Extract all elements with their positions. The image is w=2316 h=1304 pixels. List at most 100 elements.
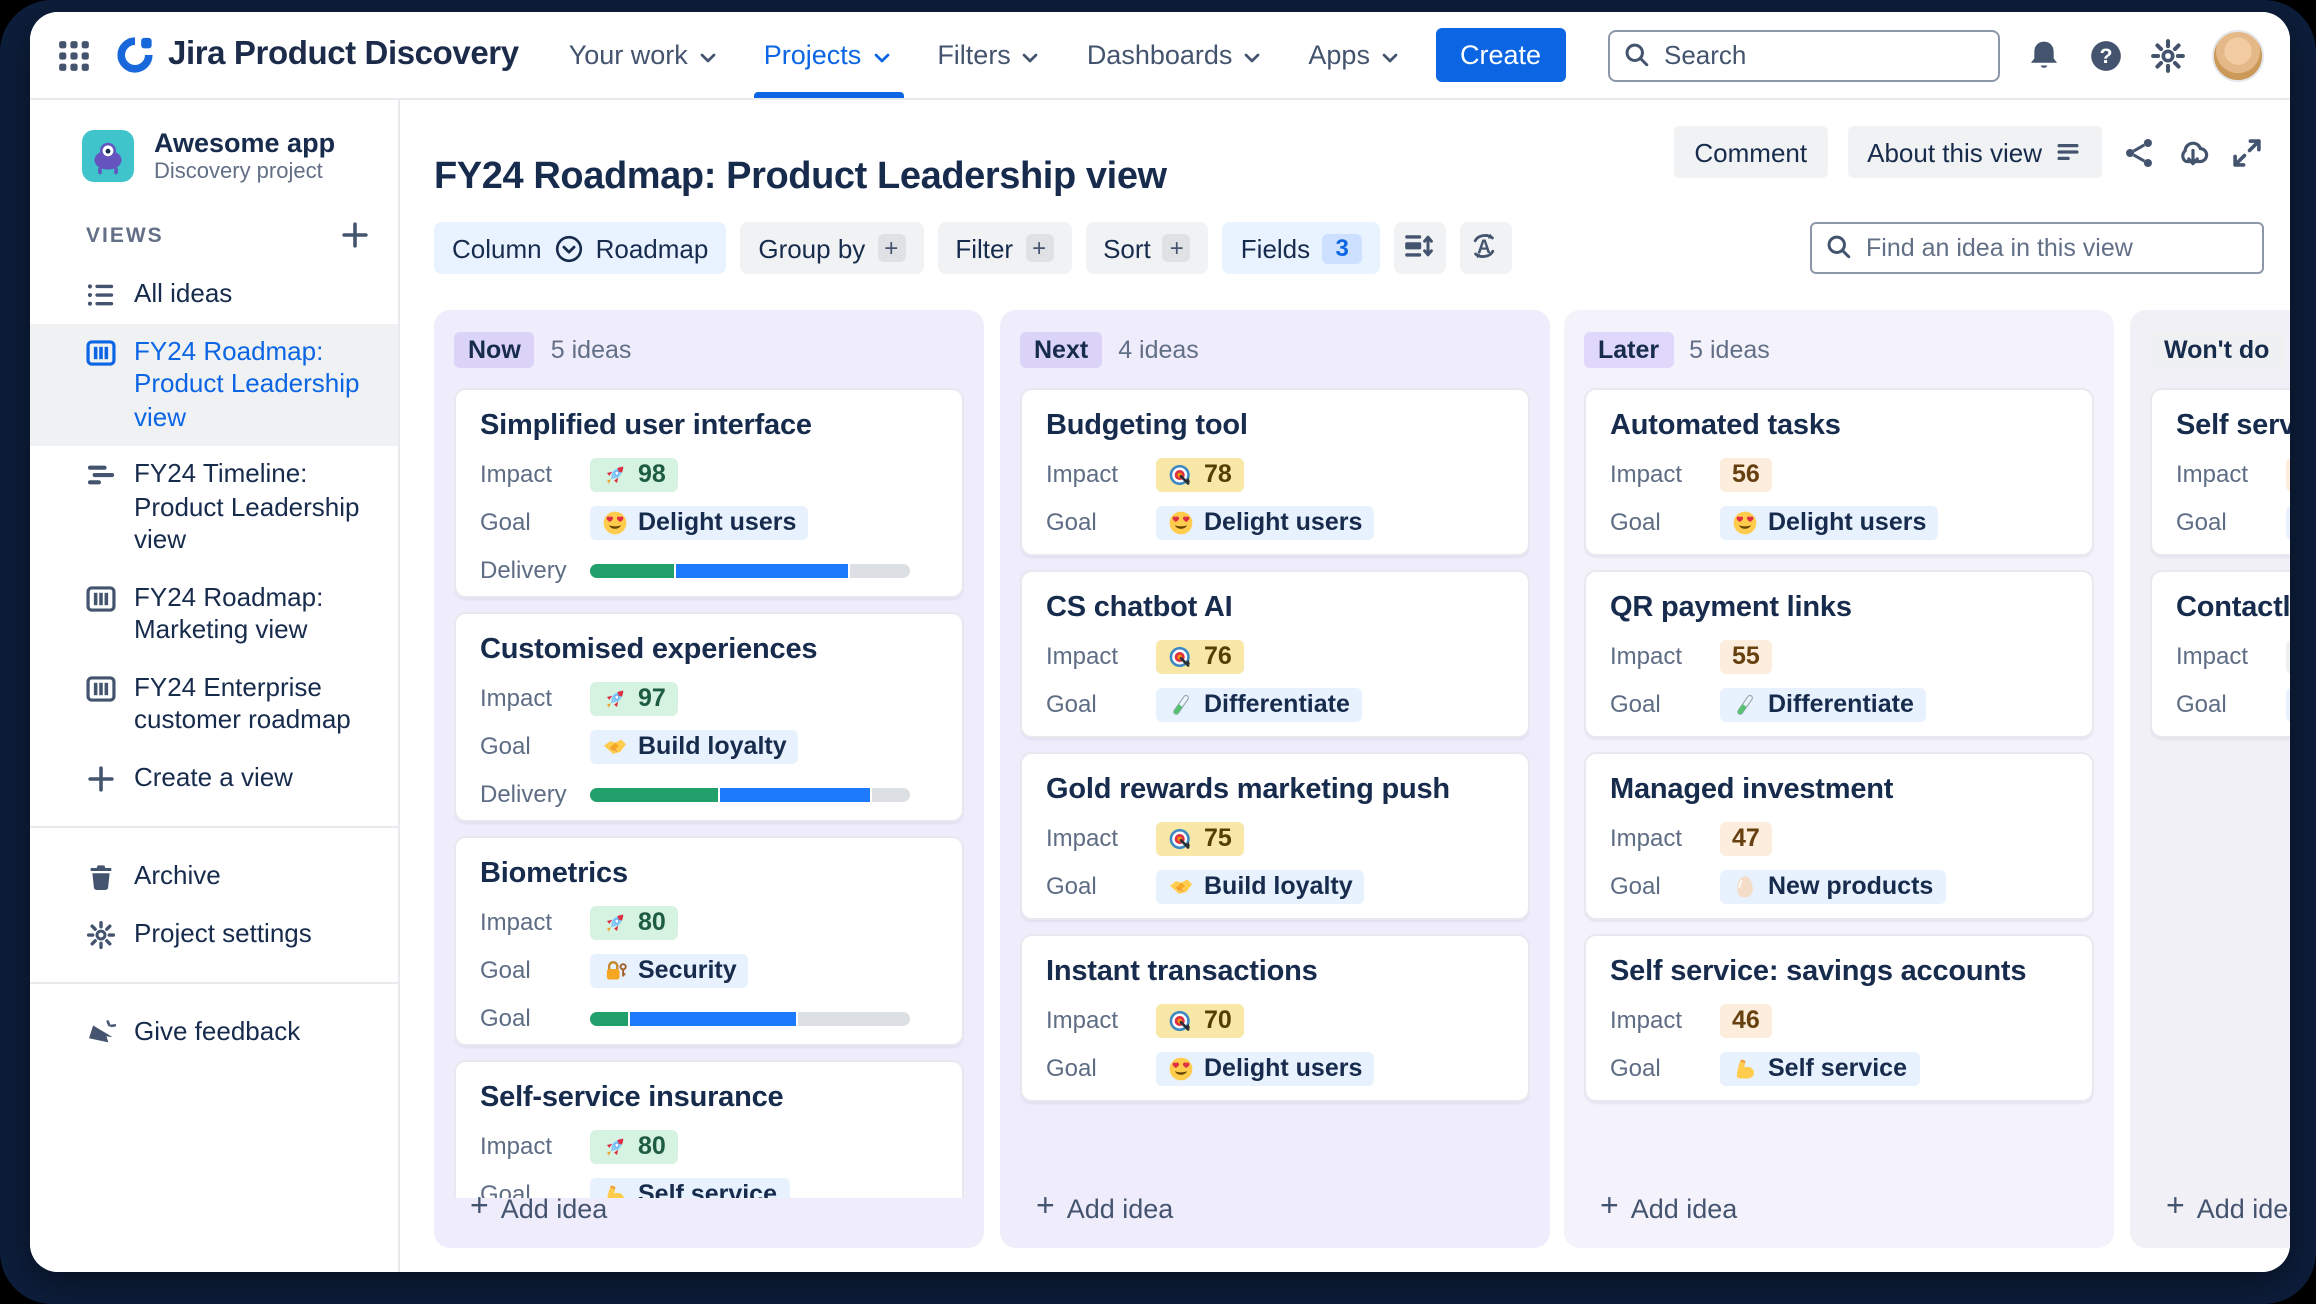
group-by-button[interactable]: Group by +: [740, 222, 924, 274]
notifications-bell-icon[interactable]: [2026, 37, 2062, 73]
idea-card-customised-experiences[interactable]: Customised experiences Impact 97 Goal Build …: [454, 612, 964, 822]
idea-card-self-service[interactable]: Self service: Impact 36 Goal: [2150, 388, 2290, 556]
fields-label: Fields: [1240, 233, 1311, 263]
sidebar-item-give-feedback[interactable]: Give feedback: [30, 1004, 398, 1061]
field-label: Goal: [1046, 872, 1097, 900]
field-label: Goal: [480, 732, 531, 760]
column-count: 5 ideas: [1689, 336, 1770, 364]
share-icon[interactable]: [2122, 135, 2156, 169]
about-this-view-button[interactable]: About this view: [1847, 126, 2102, 178]
lock-icon: [602, 957, 628, 983]
sort-button[interactable]: Sort +: [1085, 222, 1209, 274]
delivery-progress-bar: [590, 787, 910, 801]
chevron-down-icon: [1378, 45, 1402, 69]
add-idea-button[interactable]: + Add idea: [1588, 1184, 1749, 1232]
badge-text: Security: [638, 956, 737, 984]
sidebar-item-archive[interactable]: Archive: [30, 848, 398, 905]
help-icon[interactable]: ?: [2088, 37, 2124, 73]
column-header: Later 5 ideas: [1584, 330, 2094, 370]
create-button[interactable]: Create: [1435, 28, 1566, 82]
idea-card-managed-investment[interactable]: Managed investment Impact 47 Goal New produc…: [1584, 752, 2094, 920]
settings-gear-icon[interactable]: [2150, 37, 2186, 73]
fields-button[interactable]: Fields 3: [1222, 222, 1381, 274]
column-status-badge: Now: [454, 332, 535, 368]
idea-card-budgeting-tool[interactable]: Budgeting tool Impact 78 Goal Delight users: [1020, 388, 1530, 556]
idea-card-simplified-user-interface[interactable]: Simplified user interface Impact 98 Goal Del…: [454, 388, 964, 598]
sidebar-item-create-a-view[interactable]: Create a view: [30, 749, 398, 806]
badge-text: 56: [1732, 460, 1760, 488]
find-idea-input[interactable]: [1810, 222, 2264, 274]
add-idea-button[interactable]: + Add idea: [458, 1184, 619, 1232]
app-switcher-icon[interactable]: [56, 37, 92, 73]
badge-text: 55: [1732, 642, 1760, 670]
row-height-icon[interactable]: [1394, 222, 1447, 274]
field-label: Impact: [480, 1132, 553, 1160]
field-label: Goal: [1046, 1054, 1097, 1082]
field-row: Impact 97: [480, 674, 938, 722]
idea-card-qr-payment-links[interactable]: QR payment links Impact 55 Goal Differentiat…: [1584, 570, 2094, 738]
add-view-button[interactable]: [340, 220, 370, 250]
export-cloud-download-icon[interactable]: [2176, 135, 2210, 169]
field-label: Impact: [1046, 824, 1119, 852]
idea-card-contactless[interactable]: Contactless Impact 30 Goal: [2150, 570, 2290, 738]
brand[interactable]: Jira Product Discovery: [116, 36, 519, 74]
idea-card-self-service-savings-accounts[interactable]: Self service: savings accounts Impact 46 Go…: [1584, 934, 2094, 1102]
idea-title: CS chatbot AI: [1046, 592, 1233, 624]
sidebar-tools-list: Archive Project settings: [30, 848, 398, 962]
chevron-circle-icon: [554, 233, 584, 263]
add-idea-label: Add idea: [2196, 1193, 2290, 1223]
idea-card-instant-transactions[interactable]: Instant transactions Impact 70 Goal Delight …: [1020, 934, 1530, 1102]
field-value-badge: Differentiate: [1156, 687, 1362, 721]
field-row: Goal Build loyalty: [480, 722, 938, 770]
fullscreen-expand-icon[interactable]: [2230, 135, 2264, 169]
sidebar-item-fy24-roadmap-marketing-view[interactable]: FY24 Roadmap: Marketing view: [30, 569, 398, 659]
test-tube-icon: [1732, 691, 1758, 717]
field-row: Impact 70: [1046, 996, 1504, 1044]
add-idea-button[interactable]: + Add idea: [2154, 1184, 2290, 1232]
jira-logo-icon: [116, 36, 154, 74]
sidebar-item-fy24-enterprise-customer-roadmap[interactable]: FY24 Enterprise customer roadmap: [30, 659, 398, 749]
badge-text: 75: [1204, 824, 1232, 852]
field-value-badge: 70: [1156, 1003, 1244, 1037]
sidebar-item-fy24-roadmap-product-leadership-view[interactable]: FY24 Roadmap: Product Leadership view: [30, 323, 398, 446]
field-value-badge: Delight users: [1720, 505, 1939, 539]
search-icon: [1824, 232, 1854, 262]
sidebar-item-all-ideas[interactable]: All ideas: [30, 266, 398, 323]
board-column-later: Later 5 ideas Automated tasks Impact 56 Goal D…: [1564, 310, 2114, 1248]
field-row: Goal Security: [480, 946, 938, 994]
column-field-button[interactable]: Column Roadmap: [434, 222, 727, 274]
add-idea-button[interactable]: + Add idea: [1024, 1184, 1185, 1232]
sidebar-item-fy24-timeline-product-leadership-view[interactable]: FY24 Timeline: Product Leadership view: [30, 446, 398, 569]
sidebar-item-project-settings[interactable]: Project settings: [30, 905, 398, 962]
sidebar-item-label: FY24 Enterprise customer roadmap: [134, 671, 351, 734]
board-icon: [86, 673, 116, 703]
progress-inprogress-segment: [675, 563, 850, 577]
nav-item-apps[interactable]: Apps: [1290, 12, 1420, 98]
field-value-badge: Self service: [590, 1177, 789, 1198]
idea-card-cs-chatbot-ai[interactable]: CS chatbot AI Impact 76 Goal Differentiate: [1020, 570, 1530, 738]
nav-item-filters[interactable]: Filters: [919, 12, 1061, 98]
field-label: Goal: [1610, 1054, 1661, 1082]
idea-card-gold-rewards-marketing-push[interactable]: Gold rewards marketing push Impact 75 Goal B…: [1020, 752, 1530, 920]
project-header[interactable]: Awesome app Discovery project: [30, 128, 398, 184]
divider: [30, 826, 398, 828]
translate-az-icon[interactable]: A: [1460, 222, 1513, 274]
column-status-badge: Next: [1020, 332, 1103, 368]
nav-item-projects[interactable]: Projects: [746, 12, 912, 98]
idea-card-self-service-insurance[interactable]: Self-service insurance Impact 80 Goal Self s…: [454, 1060, 964, 1198]
nav-item-your-work[interactable]: Your work: [551, 12, 738, 98]
plus-icon: +: [1036, 1190, 1055, 1224]
search-input[interactable]: [1608, 29, 2000, 81]
field-value-badge: 76: [1156, 639, 1244, 673]
nav-item-dashboards[interactable]: Dashboards: [1069, 12, 1283, 98]
filter-button[interactable]: Filter +: [937, 222, 1072, 274]
idea-title: Managed investment: [1610, 774, 1894, 806]
idea-card-biometrics[interactable]: Biometrics Impact 80 Goal Security Goal: [454, 836, 964, 1046]
column-cards: Automated tasks Impact 56 Goal Delight users…: [1584, 388, 2094, 1198]
badge-text: Delight users: [1768, 508, 1927, 536]
comment-button[interactable]: Comment: [1674, 126, 1828, 178]
avatar[interactable]: [2212, 29, 2264, 81]
idea-card-automated-tasks[interactable]: Automated tasks Impact 56 Goal Delight users: [1584, 388, 2094, 556]
field-value-badge: 36: [2286, 457, 2290, 491]
